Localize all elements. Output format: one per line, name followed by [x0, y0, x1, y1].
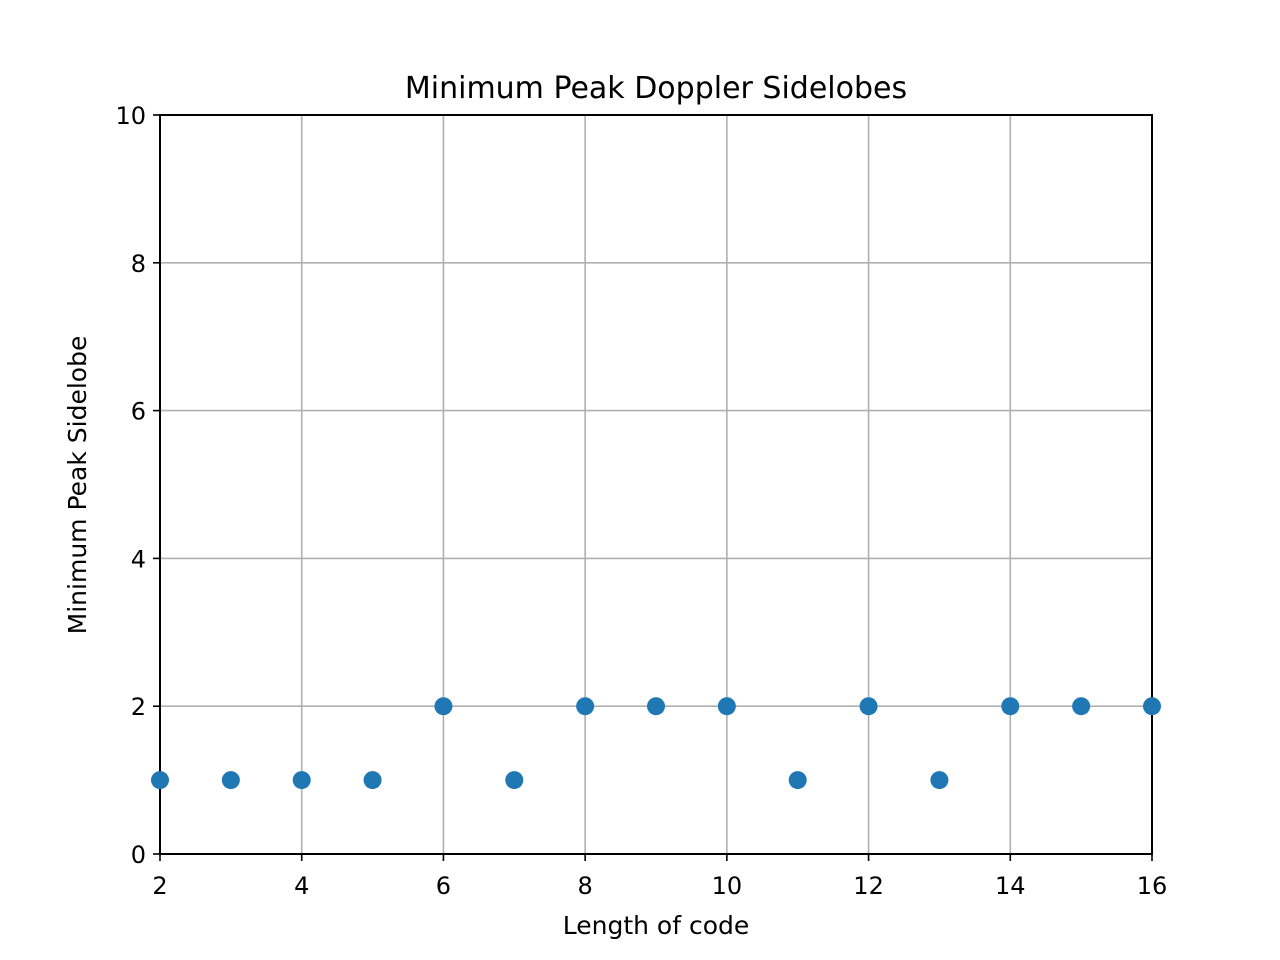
- data-points: [151, 697, 1161, 790]
- data-point: [1143, 697, 1161, 716]
- data-point: [505, 771, 524, 790]
- x-axis-label: Length of code: [563, 911, 750, 940]
- y-tick-label: 4: [131, 545, 146, 573]
- x-tick-label: 2: [152, 872, 167, 900]
- data-point: [788, 771, 807, 790]
- data-point: [151, 771, 169, 790]
- data-point: [930, 771, 949, 790]
- plot-frame: [159, 114, 1153, 855]
- y-tick-label: 2: [131, 693, 146, 721]
- y-tick-label: 10: [115, 102, 146, 130]
- chart-title: Minimum Peak Doppler Sidelobes: [405, 71, 907, 106]
- data-point: [647, 697, 665, 716]
- x-tick-label: 10: [712, 872, 743, 900]
- data-point: [859, 697, 878, 716]
- data-point: [576, 697, 595, 716]
- data-point: [434, 697, 453, 716]
- x-tick-label: 16: [1137, 872, 1168, 900]
- plot-background: [160, 115, 1152, 854]
- x-tick-label: 12: [853, 872, 884, 900]
- x-tick-label: 14: [995, 872, 1026, 900]
- data-point: [292, 771, 311, 790]
- y-tick-label: 6: [131, 398, 146, 426]
- x-tick-label: 8: [578, 872, 593, 900]
- y-axis-label: Minimum Peak Sidelobe: [63, 336, 92, 635]
- data-point: [221, 771, 240, 790]
- x-tick-label: 6: [436, 872, 451, 900]
- y-tick-label: 0: [131, 841, 146, 869]
- data-point: [717, 697, 736, 716]
- y-tick-label: 8: [131, 250, 146, 278]
- data-point: [363, 771, 382, 790]
- data-point: [1072, 697, 1091, 716]
- x-tick-label: 4: [294, 872, 309, 900]
- data-point: [1001, 697, 1020, 716]
